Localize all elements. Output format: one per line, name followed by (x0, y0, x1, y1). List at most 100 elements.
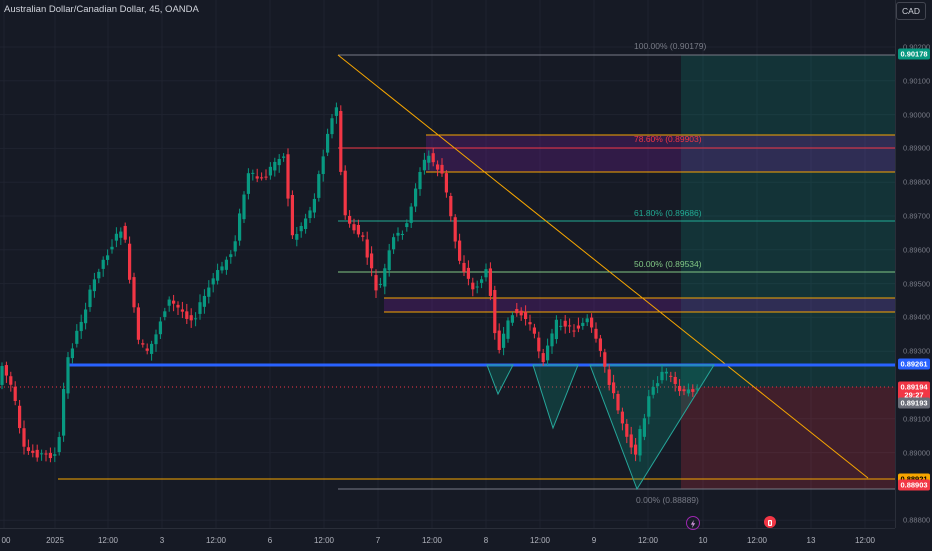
candle (356, 225, 360, 235)
symbol-title[interactable]: Australian Dollar/Canadian Dollar, 45, O… (4, 4, 199, 15)
alert-icon[interactable] (764, 516, 776, 528)
fib-label: 100.00% (0.90179) (634, 41, 707, 52)
candle (141, 343, 145, 345)
price-badge: 0.89194 (898, 381, 930, 393)
candle (180, 309, 184, 312)
candle (361, 235, 365, 237)
candle (343, 170, 347, 216)
candle (264, 176, 268, 178)
candle (462, 262, 466, 272)
time-tick-label: 12:00 (854, 536, 876, 545)
price-tick-label: 0.89100 (903, 414, 931, 424)
candle (616, 393, 620, 411)
candle (299, 225, 303, 232)
candle (480, 279, 484, 283)
left-shoulder (486, 364, 514, 396)
candle (88, 289, 92, 308)
time-tick-label: 8 (483, 536, 489, 545)
head (589, 364, 715, 491)
candle (581, 322, 585, 327)
candle (634, 444, 638, 455)
candle (295, 233, 299, 240)
candle (572, 330, 576, 332)
candle (568, 325, 572, 327)
candle (97, 271, 101, 279)
candle (189, 315, 193, 321)
candle (642, 418, 646, 437)
price-tick-label: 0.89900 (903, 143, 931, 153)
chart-pane[interactable]: Australian Dollar/Canadian Dollar, 45, O… (0, 0, 895, 528)
candle (176, 304, 180, 308)
candle (656, 383, 660, 387)
trendline (337, 54, 869, 479)
price-badge: 0.89261 (898, 358, 930, 370)
candle (317, 174, 321, 198)
supply-zone (426, 135, 895, 172)
price-tick-label: 0.90100 (903, 76, 931, 86)
candle (172, 300, 176, 304)
candle (405, 223, 409, 228)
time-tick-label: 12:00 (205, 536, 227, 545)
candle (66, 357, 70, 394)
candle (268, 166, 272, 176)
candle (145, 348, 149, 351)
price-tick-label: 0.89600 (903, 245, 931, 255)
demand-zone (384, 298, 895, 312)
candle (502, 333, 506, 348)
price-axis[interactable] (895, 0, 932, 528)
time-tick-label: 12:00 (97, 536, 119, 545)
candle (620, 411, 624, 424)
price-tick-label: 0.89800 (903, 177, 931, 187)
candle (238, 213, 242, 241)
candle (554, 319, 558, 340)
candle (79, 321, 83, 332)
candle (330, 118, 334, 135)
time-tick-label: 7 (375, 536, 381, 545)
price-tick-label: 0.89500 (903, 279, 931, 289)
candle (282, 156, 286, 158)
candle (22, 428, 26, 447)
candle (211, 278, 215, 285)
lightning-icon[interactable] (686, 516, 700, 530)
candle (48, 452, 52, 459)
candle (546, 345, 550, 361)
time-tick-label: 12:00 (313, 536, 335, 545)
candle (431, 153, 435, 163)
candle (418, 171, 422, 190)
time-tick-label: 9 (591, 536, 597, 545)
candle (691, 389, 695, 392)
price-tick-label: 0.89700 (903, 211, 931, 221)
price-badge: 0.88921 (898, 473, 930, 485)
time-tick-label: 6 (267, 536, 273, 545)
candle (260, 177, 264, 179)
candle (673, 376, 677, 384)
chart-canvas[interactable] (0, 0, 895, 528)
price-badge: 0.90178 (898, 48, 930, 60)
candle (150, 343, 154, 354)
candle (515, 309, 519, 314)
candle (576, 325, 580, 329)
candle (158, 321, 162, 335)
time-axis[interactable] (0, 528, 895, 551)
candle (198, 302, 202, 314)
candle (444, 173, 448, 193)
price-tick-label: 0.89000 (903, 448, 931, 458)
candle (664, 371, 668, 374)
candle (396, 232, 400, 236)
candle (233, 241, 237, 252)
candle (383, 268, 387, 287)
candle (35, 449, 39, 458)
price-tick-label: 0.89400 (903, 312, 931, 322)
candle (466, 267, 470, 279)
candle (53, 454, 57, 456)
candle (251, 172, 255, 174)
candle (326, 133, 330, 153)
candle (101, 259, 105, 269)
candle (4, 365, 8, 376)
candle (440, 164, 444, 174)
currency-button[interactable]: CAD (896, 2, 926, 20)
candle (334, 107, 338, 116)
candle (603, 352, 607, 367)
candle (400, 233, 404, 236)
candle (110, 246, 114, 250)
